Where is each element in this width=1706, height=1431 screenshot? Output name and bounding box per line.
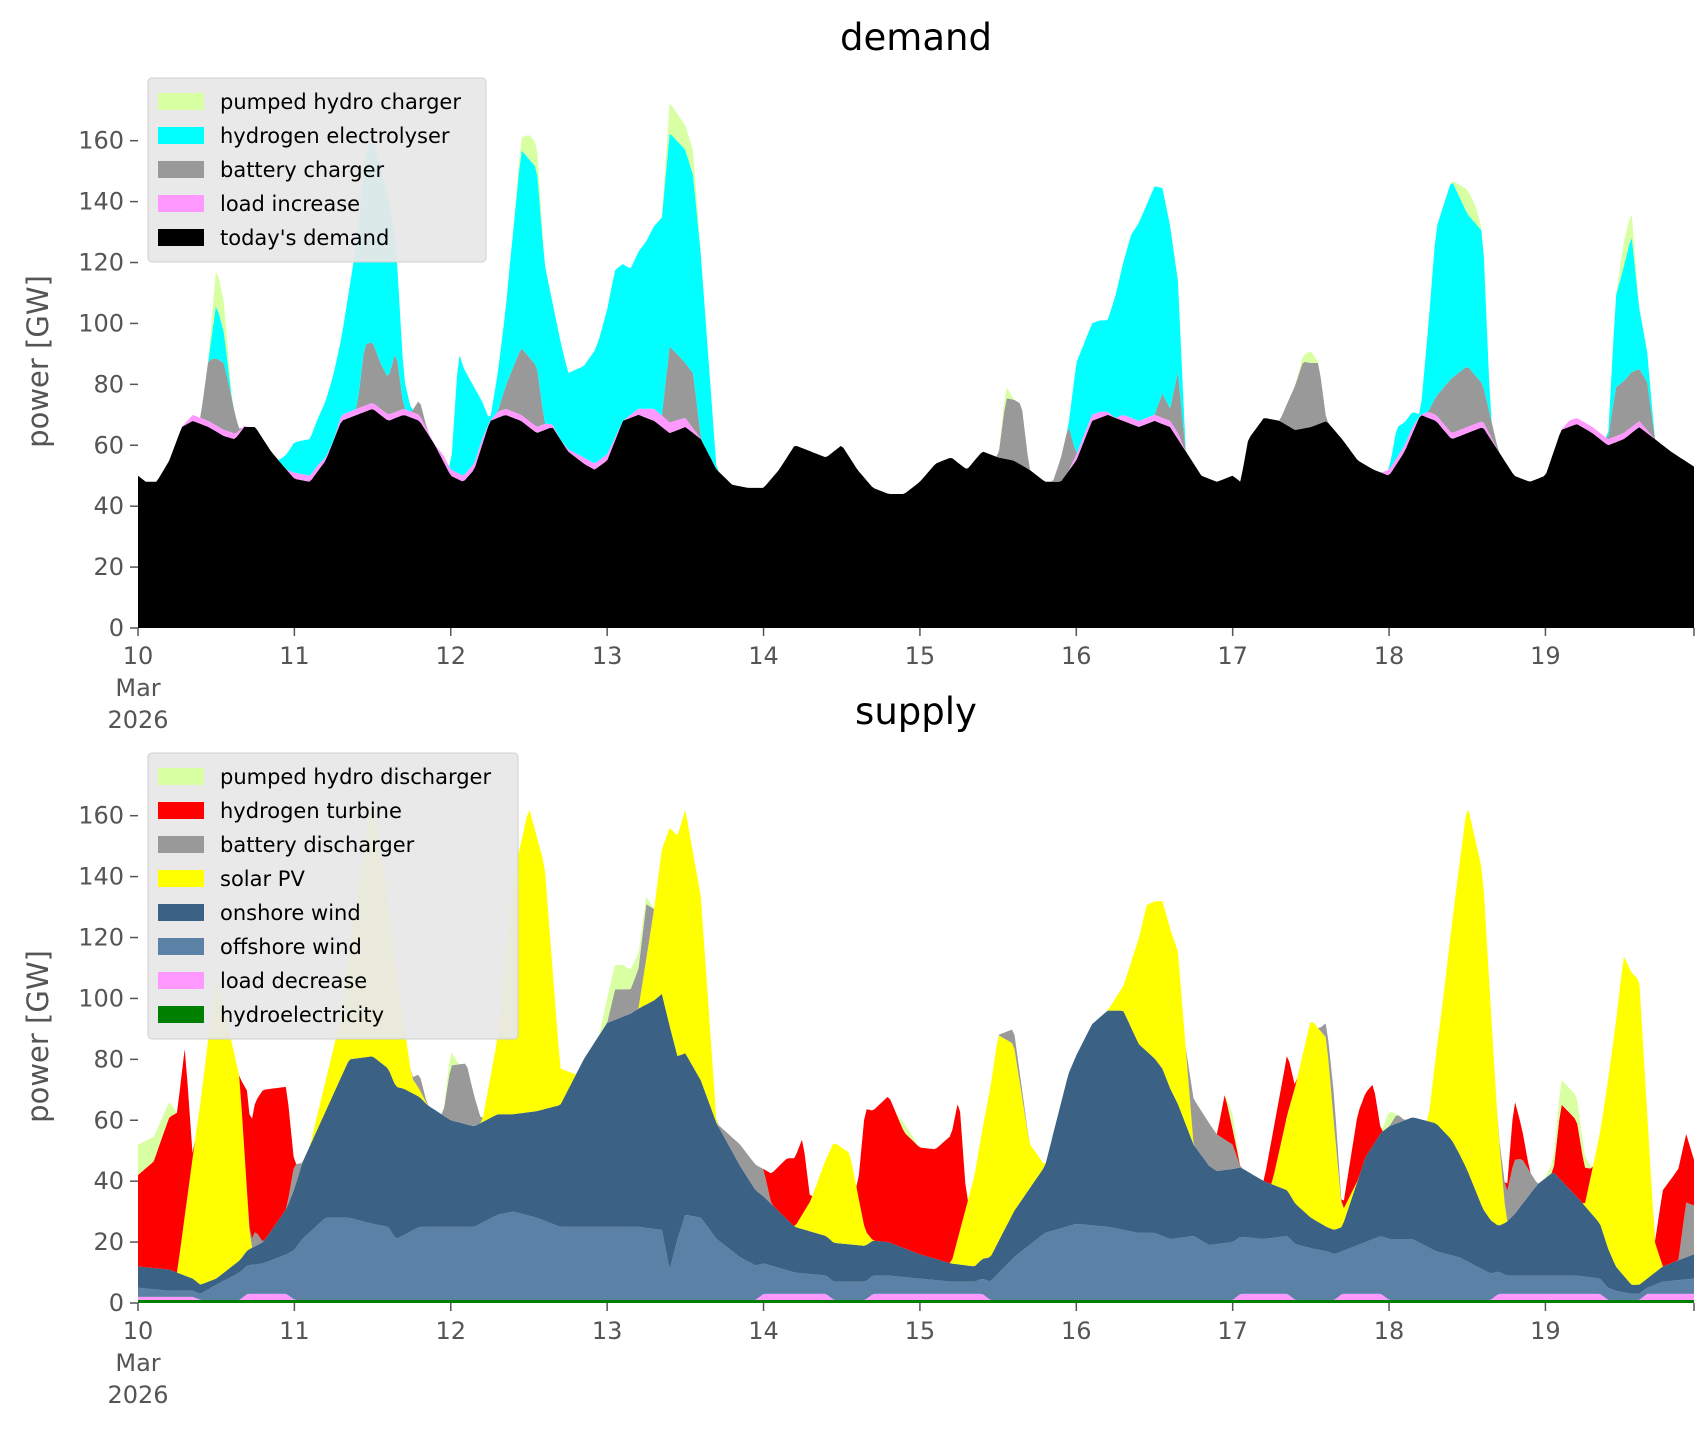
x-tick-label: 14: [748, 642, 779, 670]
legend-label: battery discharger: [220, 833, 415, 857]
legend-label: hydrogen turbine: [220, 799, 402, 823]
stacked-areas: [138, 805, 1694, 1303]
legend-label: onshore wind: [220, 901, 361, 925]
x-tick-label: 12: [435, 642, 466, 670]
legend-label: hydrogen electrolyser: [220, 124, 450, 148]
y-tick-label: 120: [78, 924, 124, 952]
x-tick-label: Mar: [115, 1349, 160, 1377]
legend: pumped hydro charger hydrogen electrolyse…: [147, 77, 487, 263]
y-tick-label: 160: [78, 127, 124, 155]
y-tick-label: 100: [78, 309, 124, 337]
x-tick-label: 12: [435, 1317, 466, 1345]
x-tick-label: 13: [592, 1317, 623, 1345]
legend-swatch-battery-charger: [158, 161, 204, 178]
supply-panel: supply 0 20 40 60 80 100 120 140 160 10 Mar 2026 11 12…: [21, 690, 1695, 1409]
legend-label: pumped hydro charger: [220, 90, 461, 114]
y-tick-label: 140: [78, 863, 124, 891]
legend-swatch-offshore-wind: [158, 938, 204, 955]
x-tick-label: 17: [1217, 642, 1248, 670]
y-tick-label: 120: [78, 249, 124, 277]
x-tick-label: 16: [1061, 1317, 1092, 1345]
x-tick-label: 13: [592, 642, 623, 670]
area-load-decrease: [138, 1293, 1694, 1300]
x-tick-label: 15: [905, 642, 936, 670]
x-tick-label: 17: [1217, 1317, 1248, 1345]
y-tick-label: 160: [78, 802, 124, 830]
x-tick-label: 2026: [107, 706, 168, 734]
y-tick-label: 60: [93, 1106, 124, 1134]
area-offshore-wind: [138, 1211, 1694, 1300]
x-tick-label: 18: [1374, 642, 1405, 670]
chart-title: demand: [840, 16, 992, 59]
x-tick-label: Mar: [115, 674, 160, 702]
area-hydrogen-turbine: [138, 805, 1694, 1273]
legend-box: [147, 77, 487, 263]
legend-swatch-today-s-demand: [158, 229, 204, 246]
x-tick-label: 19: [1530, 1317, 1561, 1345]
legend-label: offshore wind: [220, 935, 362, 959]
x-tick-label: 14: [748, 1317, 779, 1345]
y-tick-label: 80: [93, 370, 124, 398]
x-tick-label: 11: [279, 642, 310, 670]
area-today-s-demand: [138, 409, 1694, 628]
y-tick-label: 20: [93, 1228, 124, 1256]
chart-title: supply: [855, 690, 977, 733]
legend-label: pumped hydro discharger: [220, 765, 491, 789]
area-hydrogen-electrolyser: [138, 133, 1694, 495]
y-tick-label: 20: [93, 553, 124, 581]
legend-swatch-battery-discharger: [158, 836, 204, 853]
y-tick-label: 40: [93, 1167, 124, 1195]
area-solar-pv: [138, 805, 1694, 1285]
legend-swatch-pumped-hydro-charger: [158, 93, 204, 110]
legend-label: load increase: [220, 192, 360, 216]
x-tick-label: 11: [279, 1317, 310, 1345]
legend-label: solar PV: [220, 867, 305, 891]
legend-swatch-onshore-wind: [158, 904, 204, 921]
legend-swatch-solar-pv: [158, 870, 204, 887]
legend-swatch-hydrogen-electrolyser: [158, 127, 204, 144]
y-axis-label: power [GW]: [21, 950, 55, 1123]
y-tick-label: 140: [78, 188, 124, 216]
area-hydroelectricity: [138, 1300, 1694, 1303]
legend-box: [147, 752, 519, 1040]
legend-label: today's demand: [220, 226, 389, 250]
x-tick-label: 18: [1374, 1317, 1405, 1345]
area-battery-charger: [138, 342, 1694, 494]
y-tick-label: 100: [78, 984, 124, 1012]
legend-label: hydroelectricity: [220, 1003, 384, 1027]
legend: pumped hydro discharger hydrogen turbine b…: [147, 752, 519, 1040]
x-tick-label: 19: [1530, 642, 1561, 670]
x-tick-label: 2026: [107, 1381, 168, 1409]
y-tick-label: 60: [93, 431, 124, 459]
legend-swatch-load-decrease: [158, 972, 204, 989]
x-tick-label: 15: [905, 1317, 936, 1345]
legend-label: battery charger: [220, 158, 385, 182]
legend-swatch-pumped-hydro-discharger: [158, 768, 204, 785]
y-tick-label: 0: [109, 1289, 124, 1317]
legend-swatch-hydroelectricity: [158, 1006, 204, 1023]
y-axis-label: power [GW]: [21, 275, 55, 448]
area-onshore-wind: [138, 993, 1694, 1294]
x-tick-label: 10: [123, 1317, 154, 1345]
legend-label: load decrease: [220, 969, 367, 993]
x-tick-label: 16: [1061, 642, 1092, 670]
y-tick-label: 80: [93, 1045, 124, 1073]
x-tick-label: 10: [123, 642, 154, 670]
legend-swatch-hydrogen-turbine: [158, 802, 204, 819]
demand-panel: demand 0 20 40 60 80 100 120 140 160 10 Mar 2026 11 12…: [21, 16, 1695, 734]
y-tick-label: 40: [93, 492, 124, 520]
y-tick-label: 0: [109, 614, 124, 642]
stacked-areas: [138, 103, 1694, 628]
legend-swatch-load-increase: [158, 195, 204, 212]
